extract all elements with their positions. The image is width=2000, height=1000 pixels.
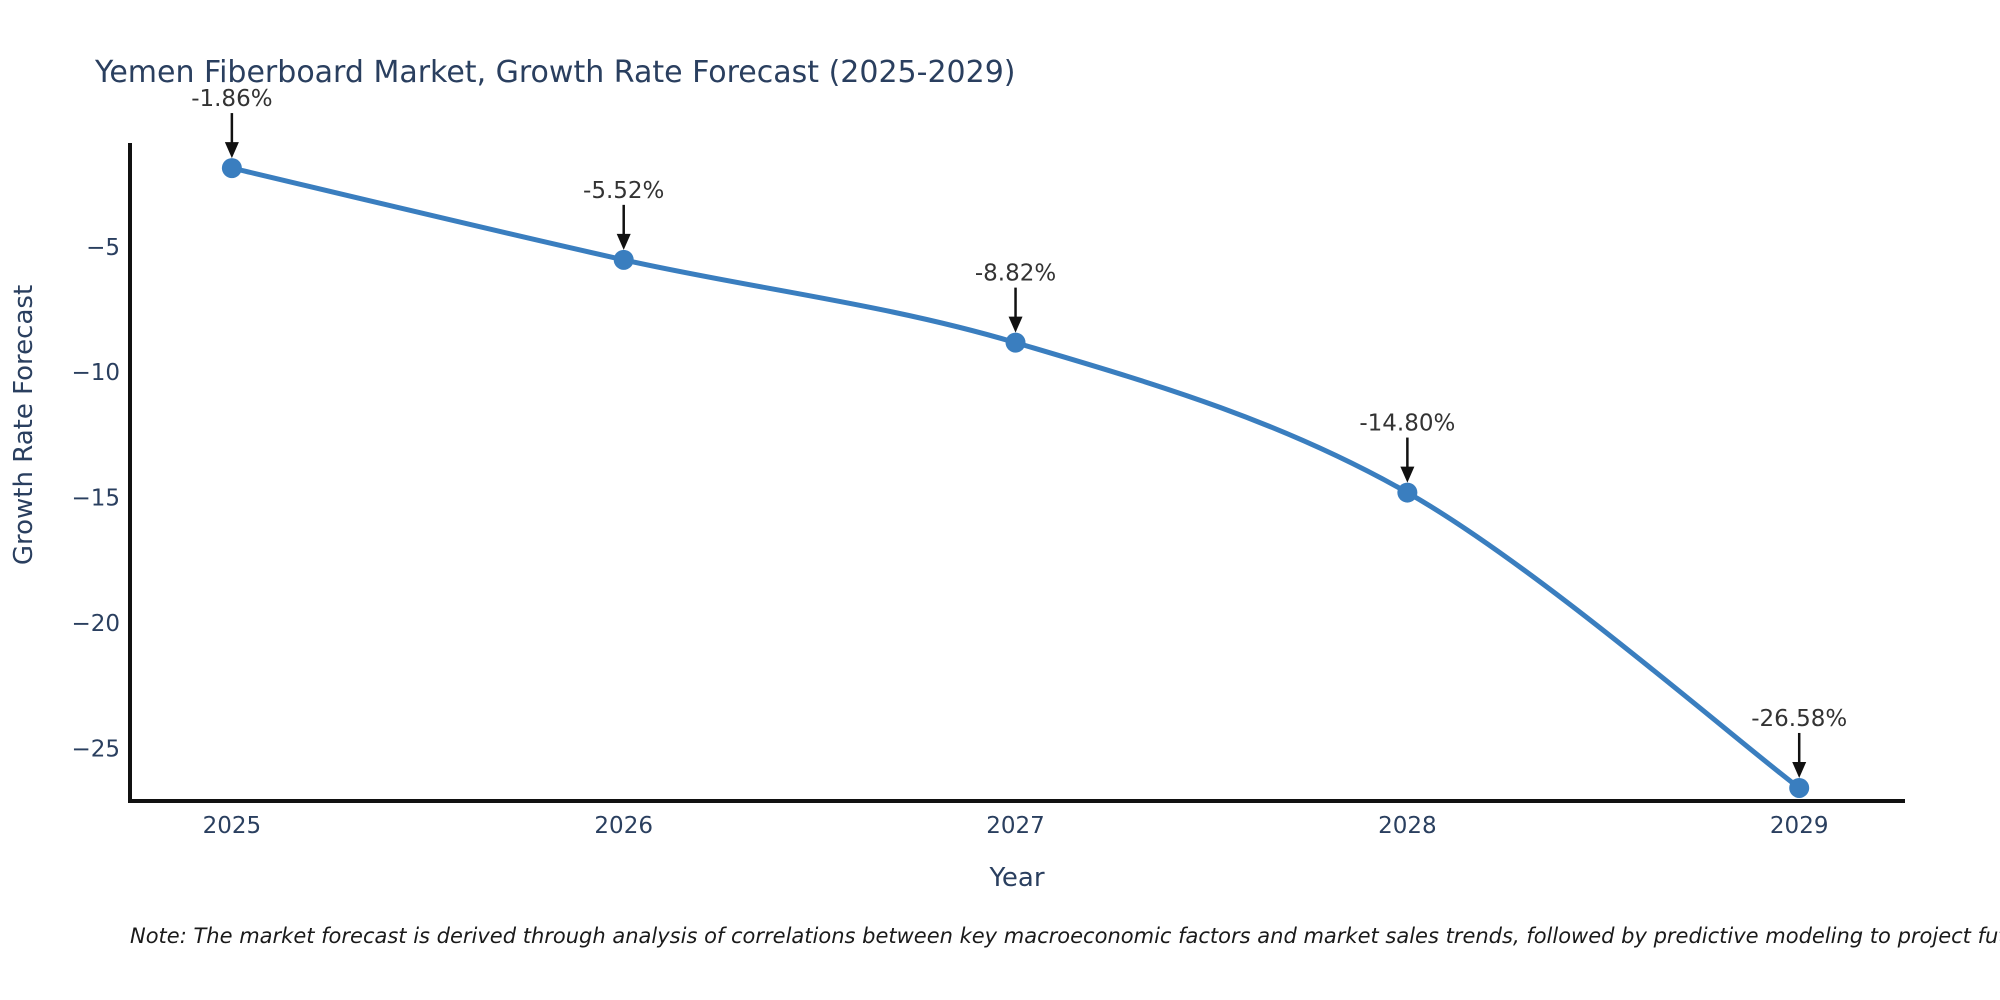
y-tick-label: −25 — [71, 736, 120, 762]
annotation-label: -26.58% — [1751, 706, 1847, 732]
annotation-arrowhead — [1400, 466, 1415, 483]
annotation-arrowhead — [224, 142, 239, 159]
y-tick-label: −10 — [71, 360, 120, 386]
x-axis-title: Year — [988, 863, 1044, 893]
y-tick-label: −20 — [71, 611, 120, 637]
data-point-marker — [613, 249, 634, 270]
annotation-label: -14.80% — [1359, 411, 1455, 437]
annotation-arrowhead — [1008, 316, 1023, 333]
point-annotations: -1.86% -5.52% -8.82% -14.80% -26.58% — [191, 86, 1847, 778]
y-axis-ticks: −5 −10 −15 −20 −25 — [71, 235, 120, 763]
x-tick-label: 2026 — [594, 813, 653, 839]
annotation-arrowhead — [1792, 761, 1807, 778]
y-tick-label: −5 — [86, 235, 120, 261]
annotation-label: -5.52% — [583, 178, 664, 204]
x-tick-label: 2025 — [203, 813, 262, 839]
y-tick-label: −15 — [71, 486, 120, 512]
data-point-marker — [1005, 332, 1026, 353]
x-tick-label: 2029 — [1770, 813, 1829, 839]
annotation-label: -1.86% — [191, 86, 272, 112]
x-tick-label: 2027 — [986, 813, 1045, 839]
y-axis-title: Growth Rate Forecast — [9, 285, 39, 565]
data-point-marker — [1789, 777, 1810, 798]
x-tick-label: 2028 — [1378, 813, 1437, 839]
annotation-label: -8.82% — [975, 261, 1056, 287]
data-point-marker — [1397, 482, 1418, 503]
annotation-arrowhead — [616, 233, 631, 250]
x-axis-ticks: 2025 2026 2027 2028 2029 — [203, 813, 1829, 839]
data-series — [221, 158, 1810, 798]
data-point-marker — [221, 158, 242, 179]
chart-title: Yemen Fiberboard Market, Growth Rate For… — [94, 55, 1016, 90]
footnote: Note: The market forecast is derived thr… — [130, 924, 2000, 948]
